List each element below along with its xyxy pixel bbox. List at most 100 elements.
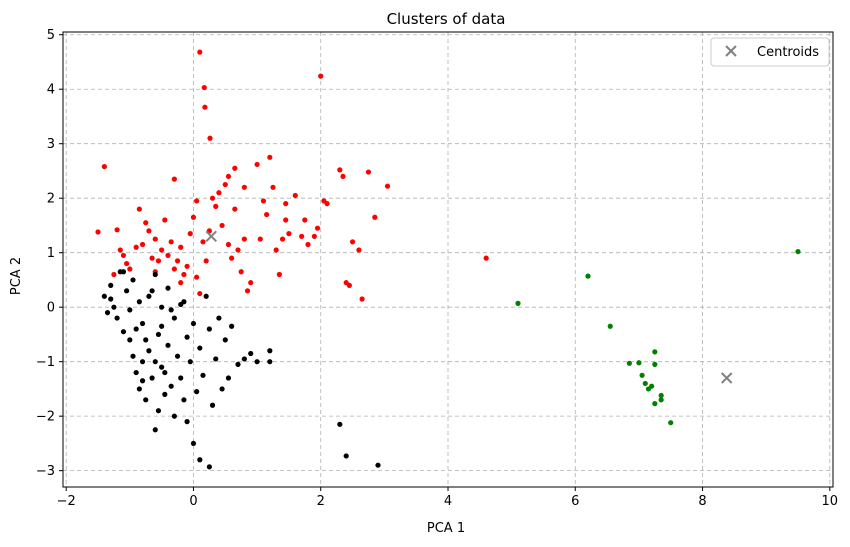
- data-point-black: [155, 331, 162, 338]
- data-point-green: [649, 383, 655, 389]
- data-point-red: [117, 247, 123, 253]
- data-point-green: [668, 420, 674, 426]
- data-point-red: [159, 247, 165, 253]
- data-point-red: [241, 184, 247, 190]
- data-point-black: [120, 329, 127, 335]
- data-point-black: [168, 383, 174, 389]
- data-point-green: [658, 392, 664, 399]
- data-point-black: [181, 397, 187, 403]
- data-point-red: [203, 258, 209, 264]
- x-tick-label: 0: [189, 494, 197, 509]
- data-point-red: [244, 288, 251, 294]
- data-point-red: [216, 190, 222, 196]
- data-point-red: [111, 271, 117, 278]
- data-point-red: [190, 214, 197, 220]
- x-tick-label: 6: [571, 494, 579, 509]
- data-point-black: [159, 364, 165, 370]
- legend-box: [710, 37, 830, 67]
- data-point-black: [190, 440, 197, 447]
- data-point-red: [143, 220, 149, 226]
- data-point-red: [194, 198, 200, 204]
- data-point-red: [146, 228, 152, 234]
- data-point-red: [194, 274, 200, 280]
- data-point-red: [136, 206, 142, 212]
- data-point-red: [225, 173, 232, 180]
- data-point-red: [139, 241, 146, 248]
- chart-title: Clusters of data: [387, 10, 506, 28]
- data-point-red: [257, 236, 263, 242]
- data-point-red: [174, 258, 181, 264]
- data-point-black: [136, 386, 142, 392]
- data-point-black: [197, 457, 203, 463]
- data-point-black: [241, 356, 247, 362]
- data-point-red: [222, 181, 228, 188]
- data-point-green: [652, 349, 658, 355]
- data-point-red: [178, 280, 184, 286]
- data-point-red: [197, 290, 203, 297]
- x-tick-label: −2: [57, 494, 76, 509]
- y-tick-label: 1: [47, 246, 55, 261]
- data-point-red: [171, 266, 177, 272]
- x-tick-label: 8: [698, 494, 706, 509]
- data-point-black: [162, 369, 168, 376]
- data-point-green: [607, 323, 613, 329]
- data-point-red: [384, 183, 391, 189]
- data-point-red: [340, 173, 346, 180]
- data-point-red: [356, 247, 362, 253]
- data-point-black: [337, 421, 343, 427]
- data-point-black: [136, 299, 142, 305]
- data-point-red: [197, 49, 203, 55]
- y-axis-label: PCA 2: [9, 257, 24, 295]
- centroid-marker: [205, 230, 217, 243]
- data-point-black: [216, 315, 222, 321]
- data-point-black: [162, 391, 168, 397]
- data-point-black: [111, 304, 117, 310]
- data-point-black: [184, 419, 190, 425]
- data-point-black: [146, 293, 152, 299]
- data-point-red: [483, 255, 489, 261]
- data-point-green: [652, 361, 658, 367]
- data-point-red: [171, 176, 177, 182]
- data-point-black: [343, 453, 349, 459]
- data-point-black: [219, 386, 225, 392]
- data-point-red: [241, 236, 247, 242]
- centroid-marker: [721, 372, 733, 384]
- data-point-red: [302, 217, 308, 223]
- data-point-black: [108, 296, 114, 302]
- data-point-red: [149, 255, 155, 261]
- data-point-black: [149, 288, 155, 294]
- data-point-red: [343, 280, 349, 286]
- data-point-black: [187, 359, 193, 365]
- data-point-red: [305, 241, 311, 248]
- data-point-red: [219, 222, 225, 229]
- data-point-black: [139, 378, 146, 384]
- data-point-red: [276, 271, 282, 278]
- data-point-black: [165, 342, 171, 348]
- data-point-red: [267, 154, 273, 160]
- data-point-red: [168, 239, 174, 245]
- data-point-red: [229, 255, 235, 261]
- y-tick-label: −2: [36, 410, 55, 425]
- data-point-black: [155, 408, 162, 414]
- data-point-black: [267, 359, 273, 365]
- data-point-red: [165, 252, 171, 259]
- data-point-red: [372, 214, 378, 220]
- data-point-black: [143, 397, 149, 403]
- data-point-red: [292, 192, 298, 199]
- data-point-black: [139, 320, 146, 327]
- data-point-black: [197, 345, 203, 351]
- data-point-red: [201, 84, 207, 91]
- x-axis-label: PCA 1: [427, 521, 465, 536]
- data-point-red: [232, 206, 238, 212]
- data-point-red: [133, 244, 139, 250]
- data-point-black: [159, 304, 165, 310]
- data-point-red: [260, 198, 267, 204]
- data-point-black: [143, 337, 149, 343]
- data-point-red: [162, 217, 168, 223]
- data-point-black: [133, 369, 139, 376]
- data-point-black: [200, 372, 206, 378]
- data-point-red: [202, 104, 208, 110]
- data-point-red: [178, 244, 184, 250]
- data-point-red: [270, 184, 276, 190]
